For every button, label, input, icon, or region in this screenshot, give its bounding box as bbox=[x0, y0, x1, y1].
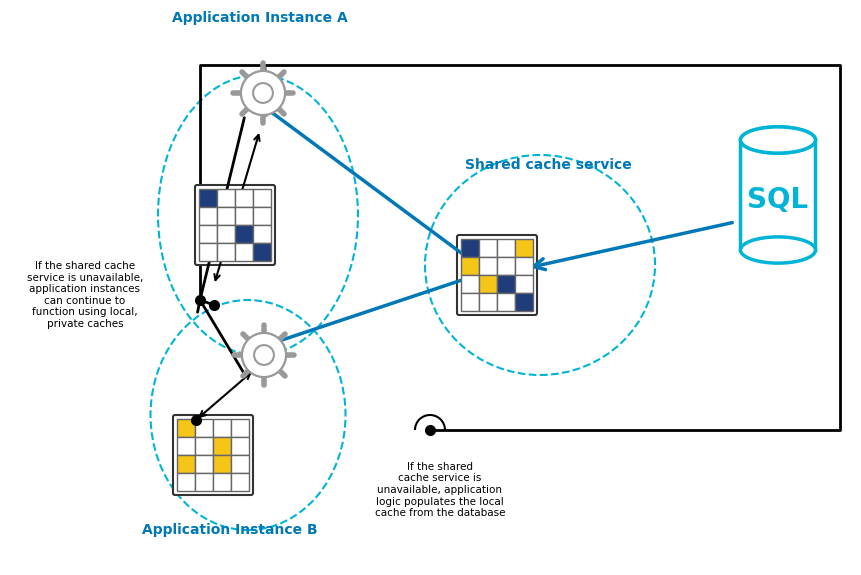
Bar bbox=[213, 419, 231, 437]
Bar bbox=[479, 275, 497, 293]
Ellipse shape bbox=[740, 127, 815, 153]
Bar bbox=[195, 473, 213, 491]
Bar bbox=[461, 275, 479, 293]
Bar bbox=[740, 140, 815, 250]
Bar bbox=[217, 207, 235, 225]
Bar bbox=[195, 437, 213, 455]
Bar bbox=[514, 257, 532, 275]
Bar bbox=[213, 473, 231, 491]
Bar bbox=[235, 225, 253, 243]
Bar bbox=[514, 275, 532, 293]
Text: If the shared
cache service is
unavailable, application
logic populates the loca: If the shared cache service is unavailab… bbox=[375, 462, 505, 518]
Bar bbox=[479, 257, 497, 275]
Ellipse shape bbox=[740, 237, 815, 263]
Bar bbox=[253, 189, 270, 207]
Circle shape bbox=[242, 333, 286, 377]
Bar bbox=[514, 239, 532, 257]
Bar bbox=[253, 225, 270, 243]
Bar bbox=[217, 225, 235, 243]
Bar bbox=[461, 239, 479, 257]
Bar bbox=[213, 437, 231, 455]
Bar bbox=[497, 257, 514, 275]
Bar bbox=[213, 455, 231, 473]
Bar bbox=[177, 437, 195, 455]
Text: Application Instance A: Application Instance A bbox=[172, 11, 348, 25]
Bar bbox=[235, 207, 253, 225]
Bar bbox=[199, 207, 217, 225]
Bar bbox=[479, 293, 497, 311]
Bar bbox=[497, 275, 514, 293]
Bar bbox=[497, 239, 514, 257]
Bar bbox=[199, 225, 217, 243]
Bar bbox=[199, 243, 217, 261]
Text: If the shared cache
service is unavailable,
application instances
can continue t: If the shared cache service is unavailab… bbox=[27, 261, 143, 329]
Bar bbox=[231, 437, 249, 455]
Bar bbox=[231, 455, 249, 473]
Bar bbox=[217, 243, 235, 261]
Bar bbox=[195, 419, 213, 437]
Text: Application Instance B: Application Instance B bbox=[142, 523, 318, 537]
Text: Shared cache service: Shared cache service bbox=[464, 158, 630, 172]
Circle shape bbox=[254, 345, 274, 365]
Bar bbox=[514, 293, 532, 311]
FancyBboxPatch shape bbox=[195, 185, 275, 265]
Bar bbox=[235, 189, 253, 207]
Bar bbox=[231, 419, 249, 437]
Bar bbox=[217, 189, 235, 207]
Circle shape bbox=[241, 71, 285, 115]
Bar bbox=[231, 473, 249, 491]
Bar bbox=[177, 473, 195, 491]
FancyBboxPatch shape bbox=[173, 415, 253, 495]
Circle shape bbox=[253, 83, 273, 103]
Bar bbox=[479, 239, 497, 257]
Bar bbox=[177, 419, 195, 437]
Bar bbox=[253, 243, 270, 261]
FancyBboxPatch shape bbox=[456, 235, 536, 315]
Ellipse shape bbox=[740, 127, 815, 153]
Bar bbox=[195, 455, 213, 473]
Bar bbox=[235, 243, 253, 261]
Bar bbox=[177, 455, 195, 473]
Text: SQL: SQL bbox=[746, 186, 808, 214]
Bar bbox=[253, 207, 270, 225]
Bar bbox=[497, 293, 514, 311]
Bar bbox=[461, 257, 479, 275]
Bar bbox=[199, 189, 217, 207]
Bar bbox=[461, 293, 479, 311]
